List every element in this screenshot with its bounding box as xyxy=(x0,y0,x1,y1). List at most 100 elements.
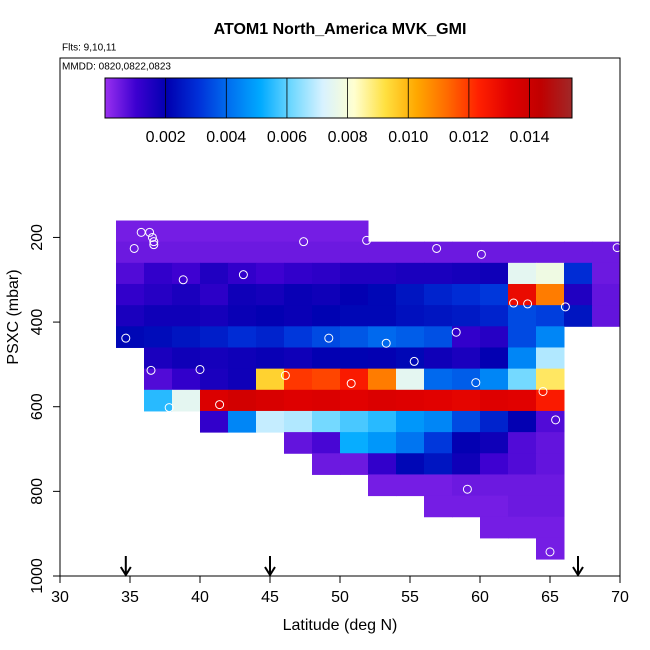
heat-cell xyxy=(536,389,565,412)
sample-point xyxy=(145,227,155,237)
heat-cell xyxy=(312,326,341,348)
heat-cell xyxy=(480,241,509,264)
colorbar-tick-label: 0.006 xyxy=(267,129,307,146)
heat-cell xyxy=(480,453,509,475)
chart-title: ATOM1 North_America MVK_GMI xyxy=(214,21,467,38)
heat-cell xyxy=(424,453,453,475)
heat-cell xyxy=(172,262,201,285)
heat-cell xyxy=(228,241,257,264)
sample-point xyxy=(149,240,159,250)
sample-point xyxy=(381,338,391,348)
heat-cell xyxy=(508,368,537,391)
heat-cell xyxy=(592,241,621,264)
sample-point xyxy=(551,415,561,425)
heat-cell xyxy=(312,410,341,433)
heat-cell xyxy=(256,347,285,370)
sample-point xyxy=(324,333,334,343)
heat-cell xyxy=(256,283,285,306)
heat-cell xyxy=(172,220,201,243)
heat-cell xyxy=(144,220,173,243)
heat-cell xyxy=(508,516,537,539)
sample-point xyxy=(280,370,290,380)
heat-cell xyxy=(536,474,565,497)
heat-cell xyxy=(424,389,453,412)
heat-cell xyxy=(564,262,593,285)
heat-cell xyxy=(368,432,397,454)
heat-cell xyxy=(228,283,257,306)
heat-cell xyxy=(396,347,425,370)
heat-cell xyxy=(228,305,257,327)
heat-cell xyxy=(172,347,201,370)
heat-cell xyxy=(480,347,509,370)
arrow xyxy=(119,556,132,577)
heat-cell xyxy=(116,283,145,306)
heat-cell xyxy=(396,410,425,433)
heat-cell xyxy=(200,326,229,348)
heat-cell xyxy=(424,474,453,497)
arrow xyxy=(572,556,584,577)
heat-cell xyxy=(508,389,537,412)
y-tick-label: 600 xyxy=(29,393,46,420)
heat-cell xyxy=(144,241,173,264)
sample-point xyxy=(451,327,461,337)
heat-cell xyxy=(228,410,257,433)
sample-point xyxy=(545,547,555,557)
heat-cell xyxy=(200,283,229,306)
heat-cell xyxy=(452,410,481,433)
heat-cell xyxy=(424,368,453,391)
heat-cell xyxy=(172,283,201,306)
heat-cell xyxy=(508,241,537,264)
heat-cell xyxy=(396,474,425,497)
heat-cell xyxy=(508,432,537,454)
heat-cell xyxy=(508,410,537,433)
heat-cell xyxy=(200,305,229,327)
heat-cell xyxy=(536,432,565,454)
x-tick-label: 60 xyxy=(471,589,489,606)
heat-cell xyxy=(228,326,257,348)
annotation: MMDD: 0820,0822,0823 xyxy=(62,62,171,73)
colorbar-tick-label: 0.012 xyxy=(449,129,489,146)
heat-cell xyxy=(396,283,425,306)
heat-cell xyxy=(284,326,313,348)
subtitle: Flts: 9,10,11 xyxy=(62,43,117,54)
heat-cell xyxy=(480,368,509,391)
heat-cell xyxy=(200,241,229,264)
heat-cell xyxy=(200,262,229,285)
heat-cell xyxy=(452,326,481,348)
heat-cell xyxy=(368,410,397,433)
heat-cell xyxy=(480,305,509,327)
heat-cell xyxy=(312,453,341,475)
colorbar-tick-label: 0.014 xyxy=(510,129,550,146)
heat-cell xyxy=(424,410,453,433)
heat-cell xyxy=(340,347,369,370)
heat-cell xyxy=(228,262,257,285)
heat-cell xyxy=(368,474,397,497)
heat-cell xyxy=(396,326,425,348)
heat-cell xyxy=(424,262,453,285)
heat-cell xyxy=(592,262,621,285)
sample-point xyxy=(471,378,481,388)
heat-cell xyxy=(312,305,341,327)
heat-cell xyxy=(368,368,397,391)
heat-cell xyxy=(368,326,397,348)
heat-cell xyxy=(144,305,173,327)
y-tick-label: 400 xyxy=(29,309,46,336)
sample-point xyxy=(238,270,248,280)
heat-cell xyxy=(172,389,201,412)
heat-cell xyxy=(508,326,537,348)
heat-cell xyxy=(480,262,509,285)
heat-cell xyxy=(368,305,397,327)
x-tick-label: 35 xyxy=(121,589,139,606)
heat-cell xyxy=(536,537,565,560)
sample-point xyxy=(362,235,372,245)
heat-cell xyxy=(452,453,481,475)
heat-cell xyxy=(396,241,425,264)
x-tick-label: 70 xyxy=(611,589,629,606)
heat-cell xyxy=(256,326,285,348)
heat-cell xyxy=(480,410,509,433)
heat-cell xyxy=(312,220,341,243)
heat-cell xyxy=(340,410,369,433)
heat-cell xyxy=(340,241,369,264)
sample-point xyxy=(538,386,548,396)
